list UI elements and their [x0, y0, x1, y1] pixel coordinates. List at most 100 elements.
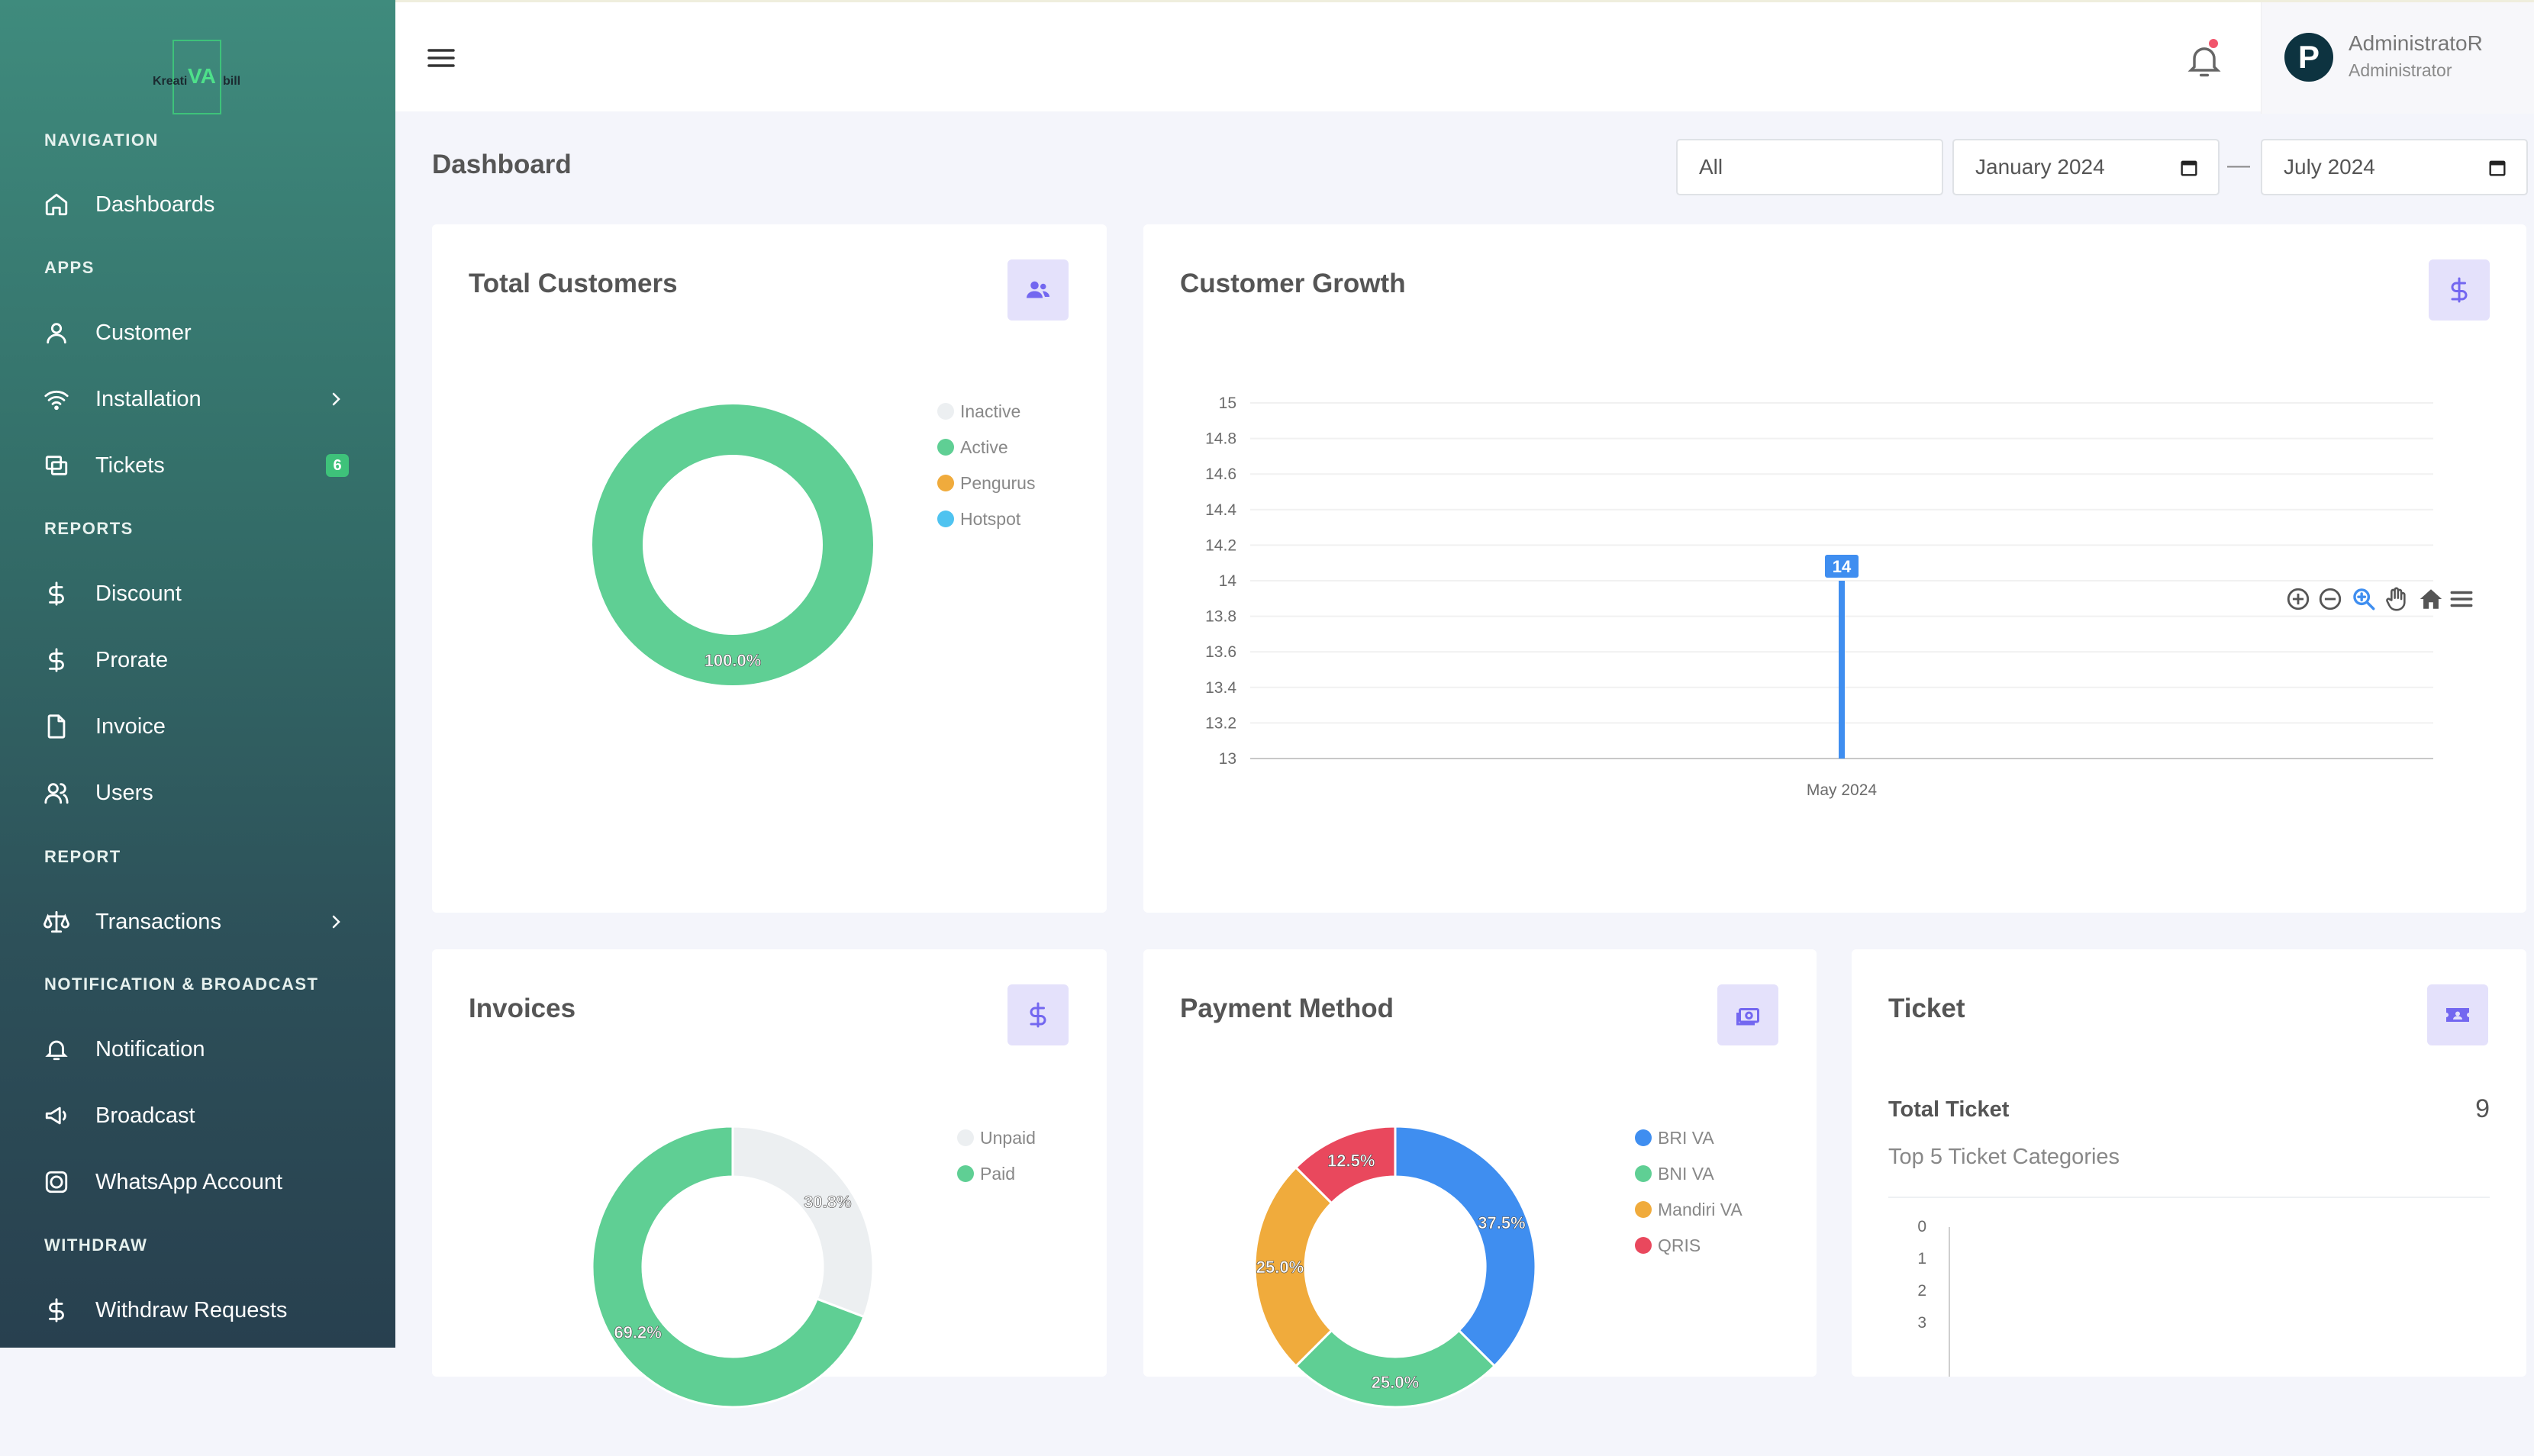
sidebar-item-notification[interactable]: Notification: [0, 1023, 395, 1076]
status-filter-value: All: [1699, 155, 1723, 179]
section-reports: REPORTS: [44, 519, 134, 538]
y-tick-label: 13.6: [1205, 643, 1236, 661]
donut-slice-3[interactable]: [1294, 1125, 1397, 1205]
file-icon: [43, 713, 70, 740]
legend-unpaid[interactable]: Unpaid: [957, 1128, 1036, 1164]
user-menu[interactable]: P AdministratoR Administrator: [2261, 2, 2534, 114]
sidebar-item-label: Prorate: [95, 647, 169, 672]
date-to-input[interactable]: July 2024: [2261, 139, 2528, 195]
sidebar-item-label: Users: [95, 780, 153, 805]
donut-slice-0[interactable]: [731, 1125, 875, 1319]
y-tick-label: 14: [1219, 572, 1237, 590]
logo[interactable]: Kreati VA bill: [151, 63, 250, 93]
legend-bni-va[interactable]: BNI VA: [1635, 1164, 1743, 1200]
y-tick-label: 13.4: [1205, 679, 1236, 697]
sidebar-item-dashboards[interactable]: Dashboards: [0, 178, 395, 231]
sidebar-item-invoice[interactable]: Invoice: [0, 700, 395, 753]
legend-label: BNI VA: [1658, 1164, 1714, 1184]
sidebar-item-label: Discount: [95, 581, 182, 606]
y-tick-label: 13.8: [1205, 608, 1236, 626]
donut-slice-2[interactable]: [1253, 1165, 1333, 1368]
user-role: Administrator: [2349, 60, 2452, 80]
section-notification-broadcast: NOTIFICATION & BROADCAST: [44, 974, 319, 994]
calendar-icon[interactable]: [2178, 157, 2200, 179]
sidebar-item-label: Notification: [95, 1036, 205, 1061]
sidebar-item-withdraw-requests[interactable]: Withdraw Requests: [0, 1284, 395, 1337]
donut-data-label: 25.0%: [1256, 1258, 1304, 1277]
donut-slice-0[interactable]: [1394, 1125, 1537, 1368]
donut-slice-1[interactable]: [592, 404, 873, 685]
section-navigation: NAVIGATION: [44, 130, 159, 150]
sidebar-item-whatsapp-account[interactable]: WhatsApp Account: [0, 1155, 395, 1209]
invoices-legend: Unpaid Paid: [957, 1128, 1036, 1200]
users-icon: [43, 779, 70, 807]
dollar-icon[interactable]: [2429, 259, 2490, 321]
payment-method-donut: 37.5% 25.0% 25.0% 12.5%: [1253, 1125, 1537, 1409]
legend-qris[interactable]: QRIS: [1635, 1235, 1743, 1271]
sidebar-item-installation[interactable]: Installation: [0, 372, 395, 426]
ticket-card: Ticket Total Ticket 9 Top 5 Ticket Categ…: [1852, 949, 2526, 1377]
customer-growth-card: Customer Growth 15 14.8 14.6 14.4 14.2 14 13.8…: [1143, 224, 2526, 913]
section-apps: APPS: [44, 258, 95, 277]
legend-inactive[interactable]: Inactive: [937, 401, 1035, 437]
sidebar-item-customer[interactable]: Customer: [0, 306, 395, 359]
cash-icon[interactable]: [1717, 984, 1778, 1045]
sidebar-item-tickets[interactable]: Tickets 6: [0, 439, 395, 492]
legend-label: BRI VA: [1658, 1128, 1714, 1148]
donut-data-label: 30.8%: [804, 1192, 851, 1211]
sidebar-item-transactions[interactable]: Transactions: [0, 895, 395, 949]
legend-dot: [937, 403, 954, 420]
payment-method-card: Payment Method 37.5% 25.0% 25.0% 12.5% BRI …: [1143, 949, 1817, 1409]
sidebar-item-prorate[interactable]: Prorate: [0, 633, 395, 687]
calendar-icon[interactable]: [2487, 157, 2508, 179]
tickets-count-badge: 6: [326, 454, 349, 477]
legend-dot: [937, 439, 954, 456]
card-title: Customer Growth: [1180, 269, 1406, 298]
status-filter-select[interactable]: All: [1676, 139, 1943, 195]
legend-dot: [1635, 1129, 1652, 1146]
legend-label: Hotspot: [960, 509, 1021, 529]
sidebar-item-users[interactable]: Users: [0, 766, 395, 820]
legend-mandiri-va[interactable]: Mandiri VA: [1635, 1200, 1743, 1235]
y-tick-label: 13.2: [1205, 714, 1236, 732]
divider: [1888, 1197, 2490, 1198]
y-tick-label: 14.8: [1205, 430, 1236, 448]
legend-paid[interactable]: Paid: [957, 1164, 1036, 1200]
legend-pengurus[interactable]: Pengurus: [937, 473, 1035, 509]
ticket-icon[interactable]: [2427, 984, 2488, 1045]
wifi-icon: [43, 385, 70, 413]
sidebar-item-discount[interactable]: Discount: [0, 567, 395, 620]
zoom-in-icon[interactable]: [2285, 586, 2311, 612]
legend-active[interactable]: Active: [937, 437, 1035, 473]
logo-text-mid: VA: [188, 64, 216, 88]
card-title: Total Customers: [469, 269, 678, 298]
logo-text-left: Kreati: [153, 75, 188, 88]
donut-slice-1[interactable]: [1294, 1329, 1497, 1409]
y-tick-label: 2: [1917, 1282, 1926, 1300]
legend-bri-va[interactable]: BRI VA: [1635, 1128, 1743, 1164]
users-icon[interactable]: [1007, 259, 1069, 321]
notification-bell-icon[interactable]: [2184, 40, 2224, 80]
dollar-icon[interactable]: [1007, 984, 1069, 1045]
zoom-out-icon[interactable]: [2317, 586, 2343, 612]
customer-growth-chart: 15 14.8 14.6 14.4 14.2 14 13.8 13.6 13.4 13.2 13 1…: [1205, 395, 2433, 799]
legend-hotspot[interactable]: Hotspot: [937, 509, 1035, 545]
top-ticket-categories-label: Top 5 Ticket Categories: [1888, 1145, 2120, 1169]
avatar-letter: P: [2297, 39, 2320, 75]
sidebar-item-broadcast[interactable]: Broadcast: [0, 1089, 395, 1142]
selection-zoom-icon[interactable]: [2351, 586, 2377, 612]
donut-data-label: 25.0%: [1372, 1373, 1419, 1392]
pan-hand-icon[interactable]: [2383, 586, 2409, 612]
menu-icon[interactable]: [426, 45, 456, 71]
date-from-input[interactable]: January 2024: [1952, 139, 2220, 195]
donut-data-label: 12.5%: [1327, 1151, 1375, 1170]
bar[interactable]: [1839, 581, 1845, 759]
legend-label: Mandiri VA: [1658, 1200, 1743, 1219]
sidebar-item-label: Tickets: [95, 453, 165, 478]
donut-data-label: 69.2%: [614, 1323, 661, 1342]
total-ticket-label: Total Ticket: [1888, 1097, 2010, 1122]
reset-home-icon[interactable]: [2418, 586, 2444, 612]
payment-method-legend: BRI VA BNI VA Mandiri VA QRIS: [1635, 1128, 1743, 1271]
sidebar-item-label: Withdraw Requests: [95, 1297, 288, 1322]
chart-menu-icon[interactable]: [2449, 586, 2474, 612]
